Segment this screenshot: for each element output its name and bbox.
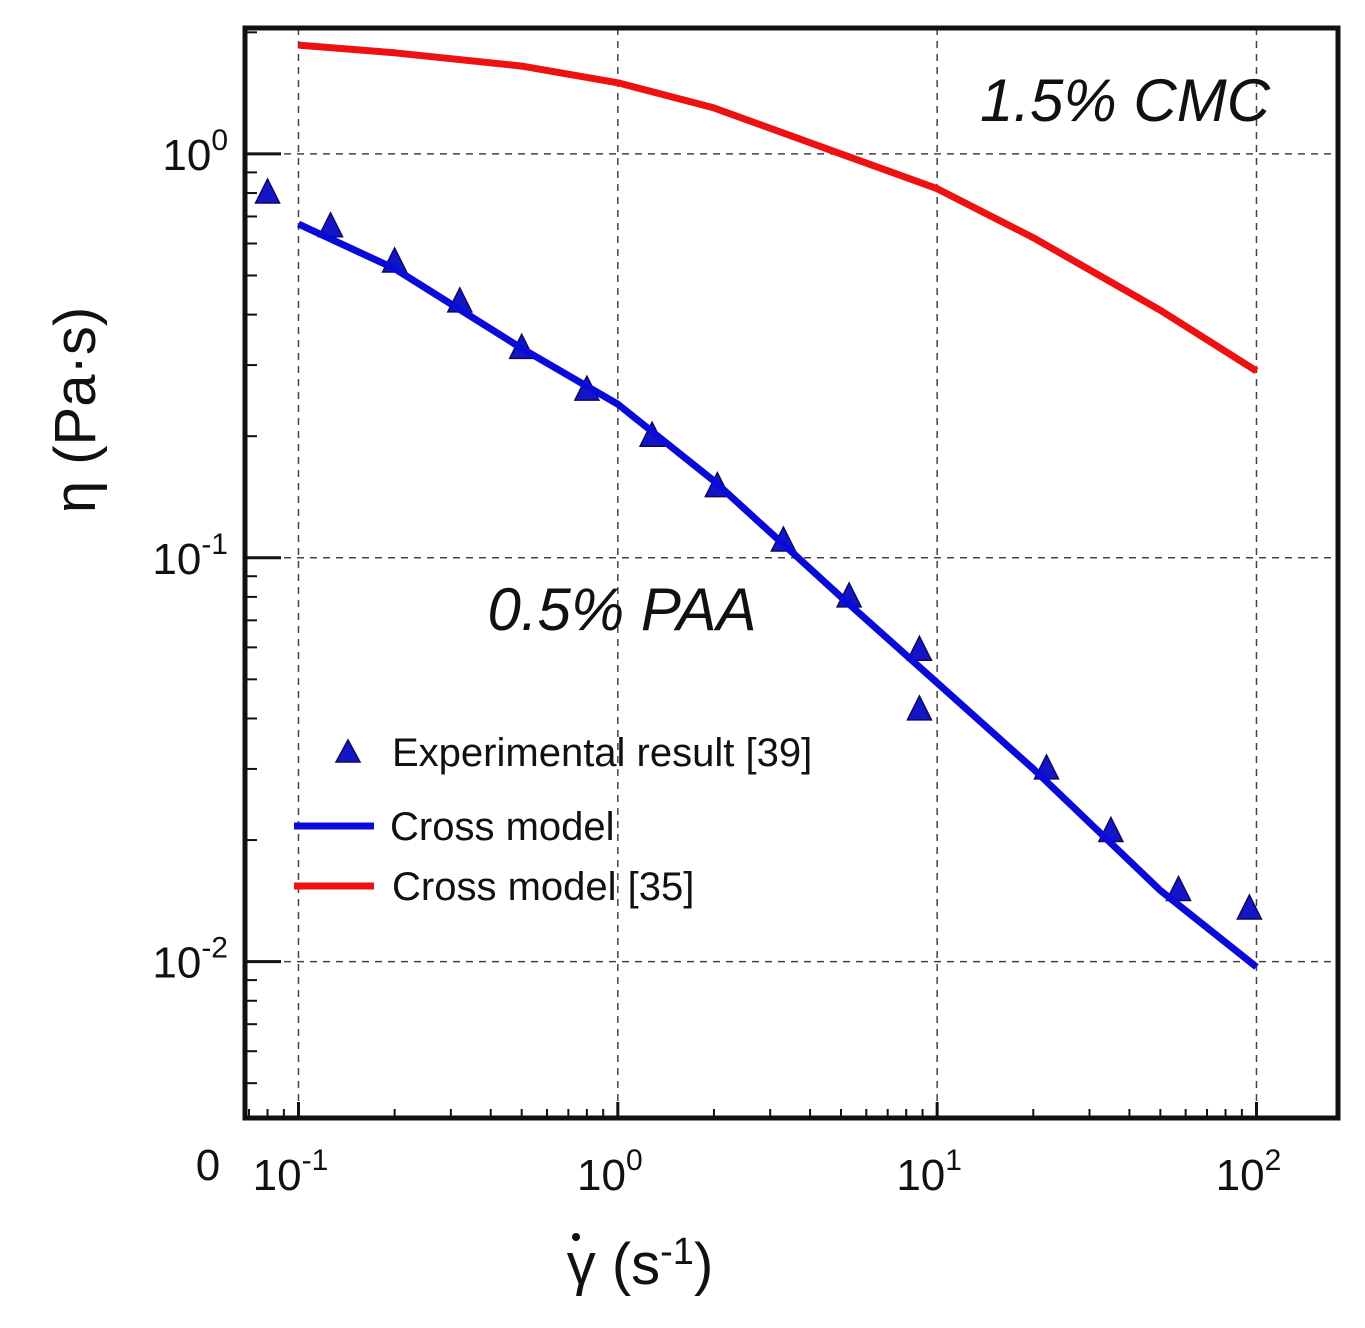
x-axis-unit-open: (s <box>596 1232 660 1297</box>
x-tick-label: 100 <box>577 1144 643 1200</box>
legend-item-cross-model: Cross model <box>294 805 615 849</box>
legend-label-experimental: Experimental result [39] <box>392 731 812 775</box>
tick-labels: 10-1 100 101 102 10-2 10-1 100 <box>152 124 1281 1200</box>
annotation-cmc: 1.5% CMC <box>980 67 1271 134</box>
x-axis-unit-exp: -1 <box>660 1231 694 1273</box>
y-tick-label: 10-1 <box>152 528 228 584</box>
series-cross-model-35 <box>298 41 1259 374</box>
x-axis-symbol: γ <box>567 1232 596 1297</box>
x-axis-symbol-dot <box>572 1233 580 1241</box>
legend-item-experimental: Experimental result [39] <box>334 731 812 775</box>
svg-text:γ (s-1): γ (s-1) <box>567 1231 714 1297</box>
plot-frame <box>242 25 1341 1121</box>
series-cross-model <box>297 220 1259 970</box>
x-axis-unit-close: ) <box>694 1232 713 1297</box>
legend-item-cross-model-35: Cross model [35] <box>294 865 694 909</box>
series-line <box>298 41 1259 374</box>
legend-label-cross-model-35: Cross model [35] <box>392 865 694 909</box>
x-axis-label: γ (s-1) <box>567 1231 714 1297</box>
series-line <box>297 220 1259 970</box>
data-series <box>254 41 1263 970</box>
data-point-triangle <box>1236 893 1263 920</box>
x-tick-label: 102 <box>1216 1144 1282 1200</box>
legend: Experimental result [39] Cross model Cro… <box>294 731 812 909</box>
y-tick-label: 10-2 <box>152 932 228 988</box>
annotation-paa: 0.5% PAA <box>487 576 756 643</box>
origin-label: 0 <box>196 1141 220 1190</box>
legend-marker-triangle <box>334 738 362 763</box>
x-tick-label: 101 <box>896 1144 962 1200</box>
x-tick-label: 10-1 <box>253 1144 329 1200</box>
y-tick-label: 100 <box>162 124 228 180</box>
data-point-triangle <box>254 177 281 204</box>
grid-lines <box>245 28 1338 1118</box>
legend-label-cross-model: Cross model <box>390 805 615 849</box>
data-point-triangle <box>906 634 933 662</box>
y-axis-label: η (Pa·s) <box>43 307 108 513</box>
data-point-triangle <box>906 694 933 721</box>
